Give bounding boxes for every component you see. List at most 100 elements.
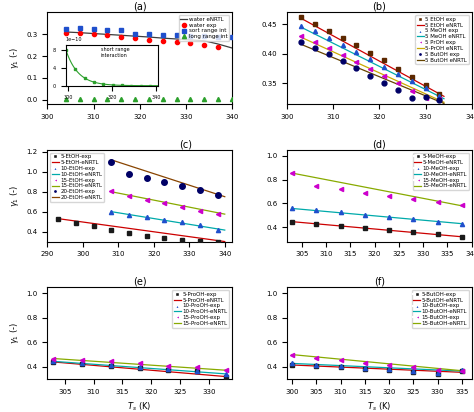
Title: (d): (d) [373, 139, 386, 149]
5 MeOH eNRTL [441, 96, 447, 101]
15-EtOH-exp [179, 205, 185, 210]
5-ButOH-exp [386, 368, 392, 373]
5 EtOH exp [340, 36, 346, 41]
water eNRTL [77, 30, 82, 35]
5-EtOH-exp [73, 220, 79, 225]
Line: 15-EtOH-eNRTL: 15-EtOH-eNRTL [111, 192, 225, 214]
long range int [229, 97, 235, 102]
long range int [188, 97, 193, 102]
5 PrOH exp [423, 96, 428, 101]
5-PrOH eNRTL [298, 35, 304, 40]
10-EtOH-exp [126, 212, 132, 217]
Line: 20-EtOH-eNRTL: 20-EtOH-eNRTL [111, 160, 225, 197]
10-ProOH-exp [79, 360, 85, 365]
5 EtOH exp [409, 74, 415, 79]
Y-axis label: $\gamma_1$ (-): $\gamma_1$ (-) [8, 185, 21, 207]
15-MeOH-exp [289, 170, 295, 175]
Line: 15-ProOH-exp: 15-ProOH-exp [51, 356, 228, 372]
long range int [201, 97, 207, 102]
5 EtOH exp [381, 57, 387, 62]
5 MeOH exp [298, 23, 304, 28]
5 ButOH exp [381, 80, 387, 85]
water eNRTL [215, 42, 221, 47]
sort range int [91, 27, 96, 32]
5 MeOH exp [367, 56, 373, 61]
5 MeOH exp [437, 94, 442, 99]
5-MeOH-exp [338, 224, 344, 229]
5-ProOH-exp [108, 363, 114, 368]
5 PrOH exp [340, 52, 346, 57]
10-MeOH-exp [410, 217, 416, 222]
long range int [118, 97, 124, 102]
water exp [118, 35, 124, 40]
5 MeOH exp [354, 49, 359, 54]
Line: 5 ButOH eNRTL: 5 ButOH eNRTL [301, 44, 444, 103]
Line: water exp: water exp [64, 30, 220, 49]
5 MeOH exp [381, 64, 387, 69]
15-ProOH-exp [50, 356, 56, 361]
5 ButOH exp [326, 52, 331, 57]
water exp [104, 33, 110, 38]
5-ButOH-exp [338, 365, 344, 370]
Line: water eNRTL: water eNRTL [66, 32, 232, 48]
Title: (a): (a) [133, 2, 146, 12]
water exp [91, 32, 96, 37]
X-axis label: $T_s$ (K): $T_s$ (K) [367, 400, 392, 412]
sort range int [118, 28, 124, 33]
Line: 10-ButOH-exp: 10-ButOH-exp [290, 361, 464, 375]
10-MeOH-exp [313, 208, 319, 213]
5 PrOH exp [367, 67, 373, 72]
Line: long range int: long range int [64, 97, 234, 101]
15-MeOH-exp [386, 193, 392, 198]
5 ButOH exp [437, 97, 442, 102]
5 ButOH exp [395, 87, 401, 92]
20-EtOH-exp [126, 171, 132, 176]
sort range int [215, 35, 221, 40]
5-ProOH-exp [194, 369, 200, 374]
5-ButOH-exp [362, 366, 368, 371]
15-ButOH-exp [289, 352, 295, 357]
5 EtOH exp [367, 50, 373, 55]
Line: 5 ButOH exp: 5 ButOH exp [299, 40, 442, 102]
15-EtOH-exp [126, 193, 132, 198]
5-EtOH-exp [197, 239, 203, 243]
15-EtOH-exp [144, 197, 150, 202]
5 PrOH exp [354, 60, 359, 65]
Legend: 5-ButOH-exp, 5-ButOH-eNRTL, 10-ButOH-exp, 10-ButOH-eNRTL, 15-ButOH-exp, 15-ButOH: 5-ButOH-exp, 5-ButOH-eNRTL, 10-ButOH-exp… [412, 290, 469, 328]
5 PrOH exp [437, 97, 442, 102]
Line: 5 PrOH exp: 5 PrOH exp [299, 34, 441, 101]
5 ButOH eNRTL [298, 42, 304, 47]
10-MeOH-exp [338, 210, 344, 215]
10-ButOH-exp [435, 370, 440, 375]
20-EtOH-exp [215, 193, 220, 198]
5-EtOH-exp [91, 224, 96, 229]
long range int [132, 97, 138, 102]
15-ProOH-exp [137, 361, 143, 366]
long range int [77, 97, 82, 102]
water exp [215, 44, 221, 49]
15-ButOH-exp [410, 365, 416, 370]
15-EtOH-exp [197, 208, 203, 213]
Y-axis label: $\gamma_1$ (-): $\gamma_1$ (-) [8, 47, 21, 69]
Title: (e): (e) [133, 276, 146, 287]
15-EtOH-eNRTL [109, 189, 114, 194]
20-EtOH-exp [179, 184, 185, 189]
water exp [160, 38, 165, 43]
20-EtOH-exp [109, 159, 114, 164]
5-EtOH-exp [109, 227, 114, 232]
Legend: 5-ProOH-exp, 5-ProOH-eNRTL, 10-ProOH-exp, 10-ProOH-eNRTL, 15-ProOH-exp, 15-ProOH: 5-ProOH-exp, 5-ProOH-eNRTL, 10-ProOH-exp… [172, 290, 229, 328]
15-EtOH-exp [109, 189, 114, 194]
10-MeOH-exp [362, 212, 368, 217]
5 PrOH exp [409, 89, 415, 94]
water exp [146, 37, 152, 42]
5 EtOH exp [298, 14, 304, 19]
10-MeOH-exp [459, 221, 465, 226]
Title: (b): (b) [373, 2, 386, 12]
Line: 15-ButOH-exp: 15-ButOH-exp [290, 353, 464, 373]
5 PrOH exp [312, 40, 318, 44]
5-MeOH-exp [313, 221, 319, 226]
Title: (c): (c) [179, 139, 192, 149]
long range int [63, 97, 69, 102]
sort range int [63, 27, 69, 32]
5 MeOH exp [423, 86, 428, 91]
